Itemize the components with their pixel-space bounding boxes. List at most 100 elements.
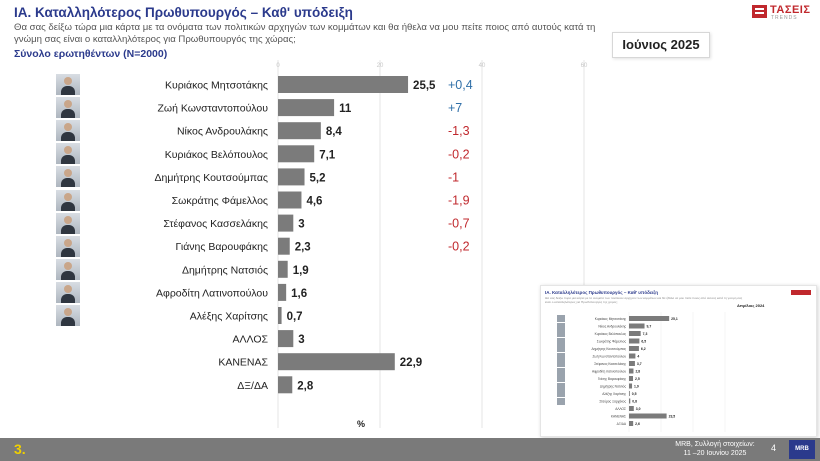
inset-value-label: 2,6: [635, 422, 640, 426]
inset-value-label: 2,8: [635, 370, 640, 374]
inset-category-label: ΚΑΝΕΝΑΣ: [611, 415, 626, 419]
value-label: 3: [298, 334, 304, 346]
inset-category-label: ΑΛΛΟΣ: [615, 407, 626, 411]
bar: [278, 145, 315, 163]
inset-value-label: 7,3: [643, 332, 648, 336]
inset-bar: [629, 413, 667, 419]
category-label: Αλέξης Χαρίτσης: [190, 311, 268, 323]
photo-body: [61, 317, 75, 326]
leader-photo: [56, 143, 80, 165]
inset-bar-chart: Κυριάκος Μητσοτάκης 25,1 Νίκος Ανδρουλάκης…: [592, 312, 726, 432]
inset-category-label: Γιάνης Βαρουφάκης: [598, 377, 627, 381]
category-label: Ζωή Κωνσταντοπούλου: [157, 103, 268, 115]
photo-head: [64, 261, 72, 270]
bar: [278, 168, 305, 186]
bar: [278, 214, 294, 232]
photo-body: [61, 293, 75, 303]
sample-base: Σύνολο ερωτηθέντων (Ν=2000): [14, 48, 168, 60]
category-label: Κυριάκος Μητσοτάκης: [165, 80, 268, 92]
leader-photo: [56, 97, 80, 119]
leader-photo: [56, 281, 80, 303]
photo-body: [61, 224, 75, 234]
value-label: 3: [298, 219, 304, 231]
category-label: ΑΛΛΟΣ: [233, 334, 269, 346]
taseis-logo-icon: [752, 5, 767, 18]
inset-value-label: 3,0: [636, 407, 641, 411]
photo-body: [61, 201, 75, 211]
inset-title: ΙΑ. Καταλληλότερος Πρωθυπουργός – Καθ' υ…: [545, 290, 658, 295]
inset-value-label: 6,2: [641, 347, 646, 351]
category-label: Κυριάκος Βελόπουλος: [165, 149, 268, 161]
inset-category-label: Κυριάκος Μητσοτάκης: [595, 317, 627, 321]
value-label: 2,3: [295, 242, 311, 254]
photo-head: [64, 284, 72, 293]
change-label: -0,2: [448, 147, 470, 161]
inset-leader-photo: [557, 397, 565, 405]
value-label: 22,9: [400, 357, 422, 369]
leader-photo: [56, 74, 80, 95]
bar: [278, 353, 395, 371]
photo-body: [61, 86, 75, 95]
inset-category-label: Αλέξης Χαρίτσης: [602, 392, 626, 396]
inset-category-label: Ζωή Κωνσταντοπούλου: [592, 355, 626, 359]
inset-leader-photo: [557, 315, 565, 322]
inset-leader-photo: [557, 322, 565, 330]
photo-body: [61, 247, 75, 257]
photo-head: [64, 192, 72, 201]
inset-category-label: Στέφανος Κασσελάκης: [594, 362, 626, 366]
inset-bar: [629, 346, 639, 351]
photo-head: [64, 100, 72, 109]
inset-leader-photo: [557, 390, 565, 397]
inset-value-label: 3,7: [637, 362, 642, 366]
source-line-2: 11 –20 Ιουνίου 2025: [683, 450, 747, 457]
inset-value-label: 23,5: [669, 415, 676, 419]
inset-bar: [629, 361, 635, 366]
inset-month: Απρίλιος 2024: [737, 303, 765, 308]
inset-value-label: 4: [637, 355, 639, 359]
bar: [278, 260, 288, 278]
bar: [278, 122, 321, 140]
inset-category-label: Δημήτρης Νατσιός: [600, 385, 627, 389]
month-label: Ιούνιος 2025: [612, 32, 710, 58]
photo-head: [64, 215, 72, 224]
change-label: -0,2: [448, 240, 470, 254]
value-label: 11: [339, 103, 352, 115]
inset-category-label: Νίκος Ανδρουλάκης: [598, 325, 626, 329]
photo-body: [61, 132, 75, 142]
photo-head: [64, 123, 72, 132]
inset-bar: [629, 316, 670, 321]
change-label: -1,9: [448, 194, 470, 208]
slide-title: ΙΑ. Καταλληλότερος Πρωθυπουργός – Καθ' υ…: [14, 5, 353, 20]
taseis-logo-text: ΤΑΣΕΙΣ: [770, 4, 811, 16]
leader-photo: [56, 235, 80, 257]
source-line-1: MRB, Συλλογή στοιχείων:: [675, 441, 755, 448]
inset-category-label: Δημήτρης Κουτσούμπας: [592, 347, 627, 351]
bar: [278, 330, 294, 348]
photo-head: [64, 169, 72, 178]
category-label: Σωκράτης Φάμελλος: [172, 195, 268, 207]
bar: [278, 237, 290, 255]
photo-head: [64, 146, 72, 155]
value-label: 1,9: [293, 265, 309, 277]
inset-category-label: ΔΞ/ΔΑ: [617, 422, 627, 426]
leader-photo: [56, 305, 80, 326]
inset-bar: [629, 421, 634, 426]
inset-question: Θα σας δείξω τώρα μια κάρτα με τα ονόματ…: [545, 296, 743, 304]
leader-photo: [56, 212, 80, 234]
photo-body: [61, 109, 75, 119]
inset-logo: [791, 290, 811, 295]
photo-head: [64, 308, 72, 316]
category-label: Αφροδίτη Λατινοπούλου: [156, 287, 268, 299]
value-label: 25,5: [413, 80, 436, 92]
inset-leader-photo: [557, 382, 565, 390]
inset-leader-photo: [557, 345, 565, 352]
value-label: 2,8: [297, 380, 314, 392]
footer-source: MRB, Συλλογή στοιχείων: 11 –20 Ιουνίου 2…: [660, 440, 770, 458]
inset-category-label: Σταύρος Ξαρχάκος: [599, 400, 626, 404]
inset-value-label: 9,7: [647, 325, 652, 329]
inset-leader-photo: [557, 337, 565, 345]
inset-value-label: 25,1: [671, 317, 678, 321]
category-label: ΚΑΝΕΝΑΣ: [218, 357, 268, 369]
value-label: 1,6: [291, 288, 307, 300]
